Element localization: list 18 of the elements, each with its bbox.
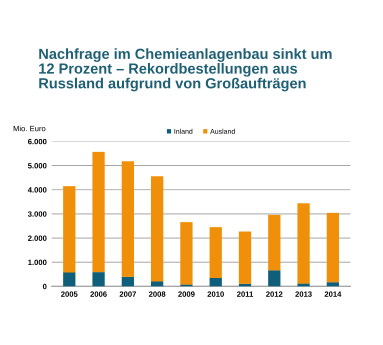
bar	[63, 186, 76, 272]
bar	[180, 222, 193, 285]
bar	[268, 214, 280, 270]
chart-title: Nachfrage im Chemieanlagenbau sinkt um 12 Prozent – Rekordbestellungen aus Russland aufgrund von Großaufträgen	[39, 48, 332, 92]
bar	[92, 272, 105, 286]
bar	[268, 270, 280, 286]
bar	[150, 282, 164, 286]
bar	[92, 152, 105, 272]
bar	[297, 203, 310, 284]
bar	[63, 272, 76, 286]
bar	[210, 278, 222, 286]
bar	[326, 212, 340, 282]
bar	[150, 176, 164, 282]
bar	[210, 227, 222, 278]
bar	[238, 232, 252, 284]
bar	[122, 161, 134, 277]
bar	[326, 282, 340, 286]
bar	[122, 276, 134, 286]
